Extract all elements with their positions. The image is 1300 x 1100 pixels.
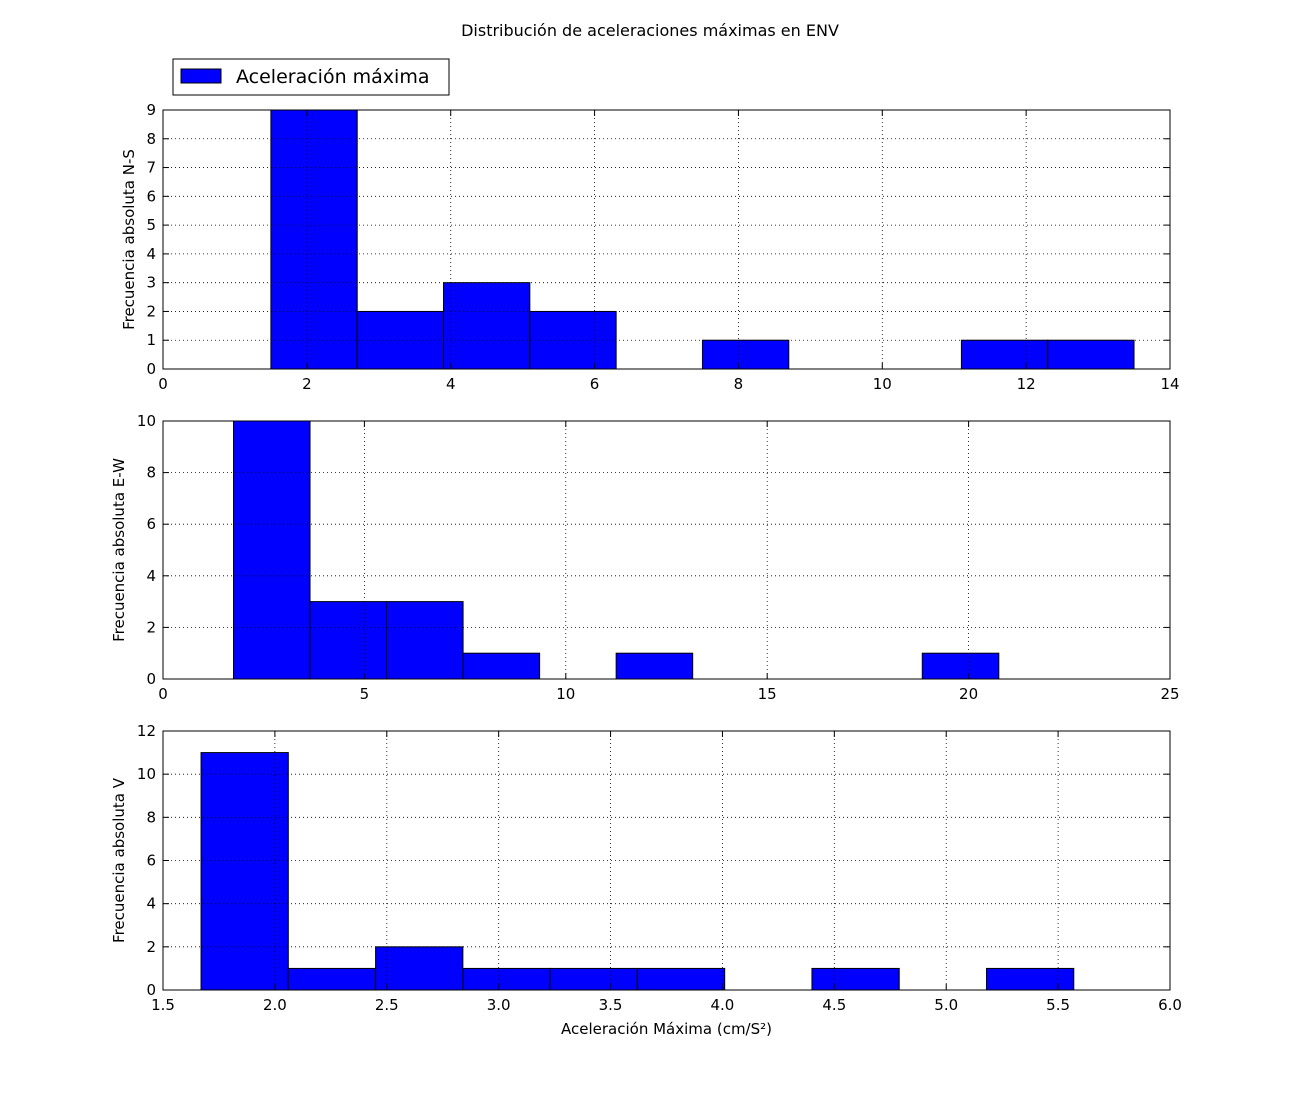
x-tick-label: 14: [1160, 375, 1179, 393]
y-tick-label: 2: [146, 938, 156, 956]
histogram-bar: [1047, 339, 1135, 370]
y-axis-label: Frecuencia absoluta V: [110, 777, 128, 943]
subplot-3: 1.5 2.0 2.5 3.0 3.5 4.0 4.5 5.0 5.5 6.0 0 2 4 6 8 10 12 F…: [110, 722, 1182, 1038]
histogram-bar: [200, 752, 289, 991]
x-tick-label: 15: [758, 685, 777, 703]
y-tick-label: 6: [146, 852, 156, 870]
histogram-bar: [287, 967, 377, 991]
x-tick-label: 4.0: [711, 996, 735, 1014]
histogram-bar: [701, 339, 790, 370]
x-tick-label: 5.5: [1046, 996, 1070, 1014]
axes-frame: [162, 420, 1171, 680]
x-tick-label: 3.5: [599, 996, 623, 1014]
legend-label: Aceleración máxima: [236, 66, 429, 88]
axes-frame: [162, 109, 1171, 370]
legend: Aceleración máxima: [172, 58, 450, 96]
y-tick-label: 6: [146, 187, 156, 205]
y-tick-label: 0: [146, 981, 156, 999]
histogram-bar: [375, 946, 464, 991]
histogram-bar: [386, 601, 464, 680]
y-tick-label: 8: [146, 130, 156, 148]
y-tick-label: 9: [146, 101, 156, 119]
y-tick-label: 0: [146, 670, 156, 688]
y-tick-label: 6: [146, 515, 156, 533]
x-tick-label: 20: [959, 685, 978, 703]
x-tick-label: 2.5: [375, 996, 399, 1014]
histogram-bar: [462, 652, 541, 680]
histogram-bar: [462, 967, 551, 991]
y-tick-label: 10: [137, 412, 156, 430]
y-tick-label: 10: [137, 765, 156, 783]
x-tick-label: 10: [873, 375, 892, 393]
x-tick-label: 4.5: [822, 996, 846, 1014]
y-tick-label: 4: [146, 895, 156, 913]
subplot-2: 0 5 10 15 20 25 0 2 4 6 8 10 Frecuencia absoluta E-W: [110, 412, 1180, 703]
y-tick-label: 8: [146, 808, 156, 826]
x-tick-label: 2: [302, 375, 312, 393]
y-tick-label: 4: [146, 567, 156, 585]
histogram-bar: [443, 282, 531, 370]
histogram-bar: [960, 339, 1049, 370]
x-axis-label: Aceleración Máxima (cm/S²): [561, 1020, 772, 1038]
histogram-bar: [636, 967, 726, 991]
x-tick-label: 5.0: [934, 996, 958, 1014]
y-tick-label: 2: [146, 302, 156, 320]
y-axis-label: Frecuencia absoluta N-S: [120, 149, 138, 330]
y-tick-label: 7: [146, 159, 156, 177]
histogram-bar: [986, 967, 1075, 991]
y-tick-label: 12: [137, 722, 156, 740]
histogram-bar: [309, 601, 388, 680]
y-tick-label: 1: [146, 331, 156, 349]
y-tick-label: 5: [146, 216, 156, 234]
x-tick-label: 1.5: [151, 996, 175, 1014]
histogram-bar: [270, 109, 358, 370]
x-tick-label: 2.0: [263, 996, 287, 1014]
x-tick-label: 5: [360, 685, 370, 703]
chart-title: Distribución de aceleraciones máximas en…: [461, 21, 839, 40]
legend-swatch: [180, 68, 222, 84]
histogram-bar: [356, 310, 445, 370]
x-tick-label: 12: [1017, 375, 1036, 393]
x-tick-label: 6: [590, 375, 600, 393]
y-tick-label: 0: [146, 360, 156, 378]
x-tick-label: 25: [1160, 685, 1179, 703]
histogram-bar: [921, 652, 1000, 680]
x-tick-label: 0: [158, 685, 168, 703]
x-tick-label: 4: [446, 375, 456, 393]
axes-frame: [162, 730, 1171, 991]
y-tick-label: 3: [146, 274, 156, 292]
y-tick-label: 8: [146, 464, 156, 482]
x-tick-label: 8: [734, 375, 744, 393]
x-tick-label: 0: [158, 375, 168, 393]
histogram-bar: [615, 652, 694, 680]
y-axis-label: Frecuencia absoluta E-W: [110, 458, 128, 642]
x-tick-label: 6.0: [1158, 996, 1182, 1014]
x-tick-label: 3.0: [487, 996, 511, 1014]
histogram-bar: [549, 967, 638, 991]
histogram-bar: [232, 420, 311, 680]
x-tick-label: 10: [556, 685, 575, 703]
y-tick-label: 2: [146, 618, 156, 636]
histogram-bar: [529, 310, 617, 370]
histogram-bar: [811, 967, 900, 991]
y-tick-label: 4: [146, 245, 156, 263]
